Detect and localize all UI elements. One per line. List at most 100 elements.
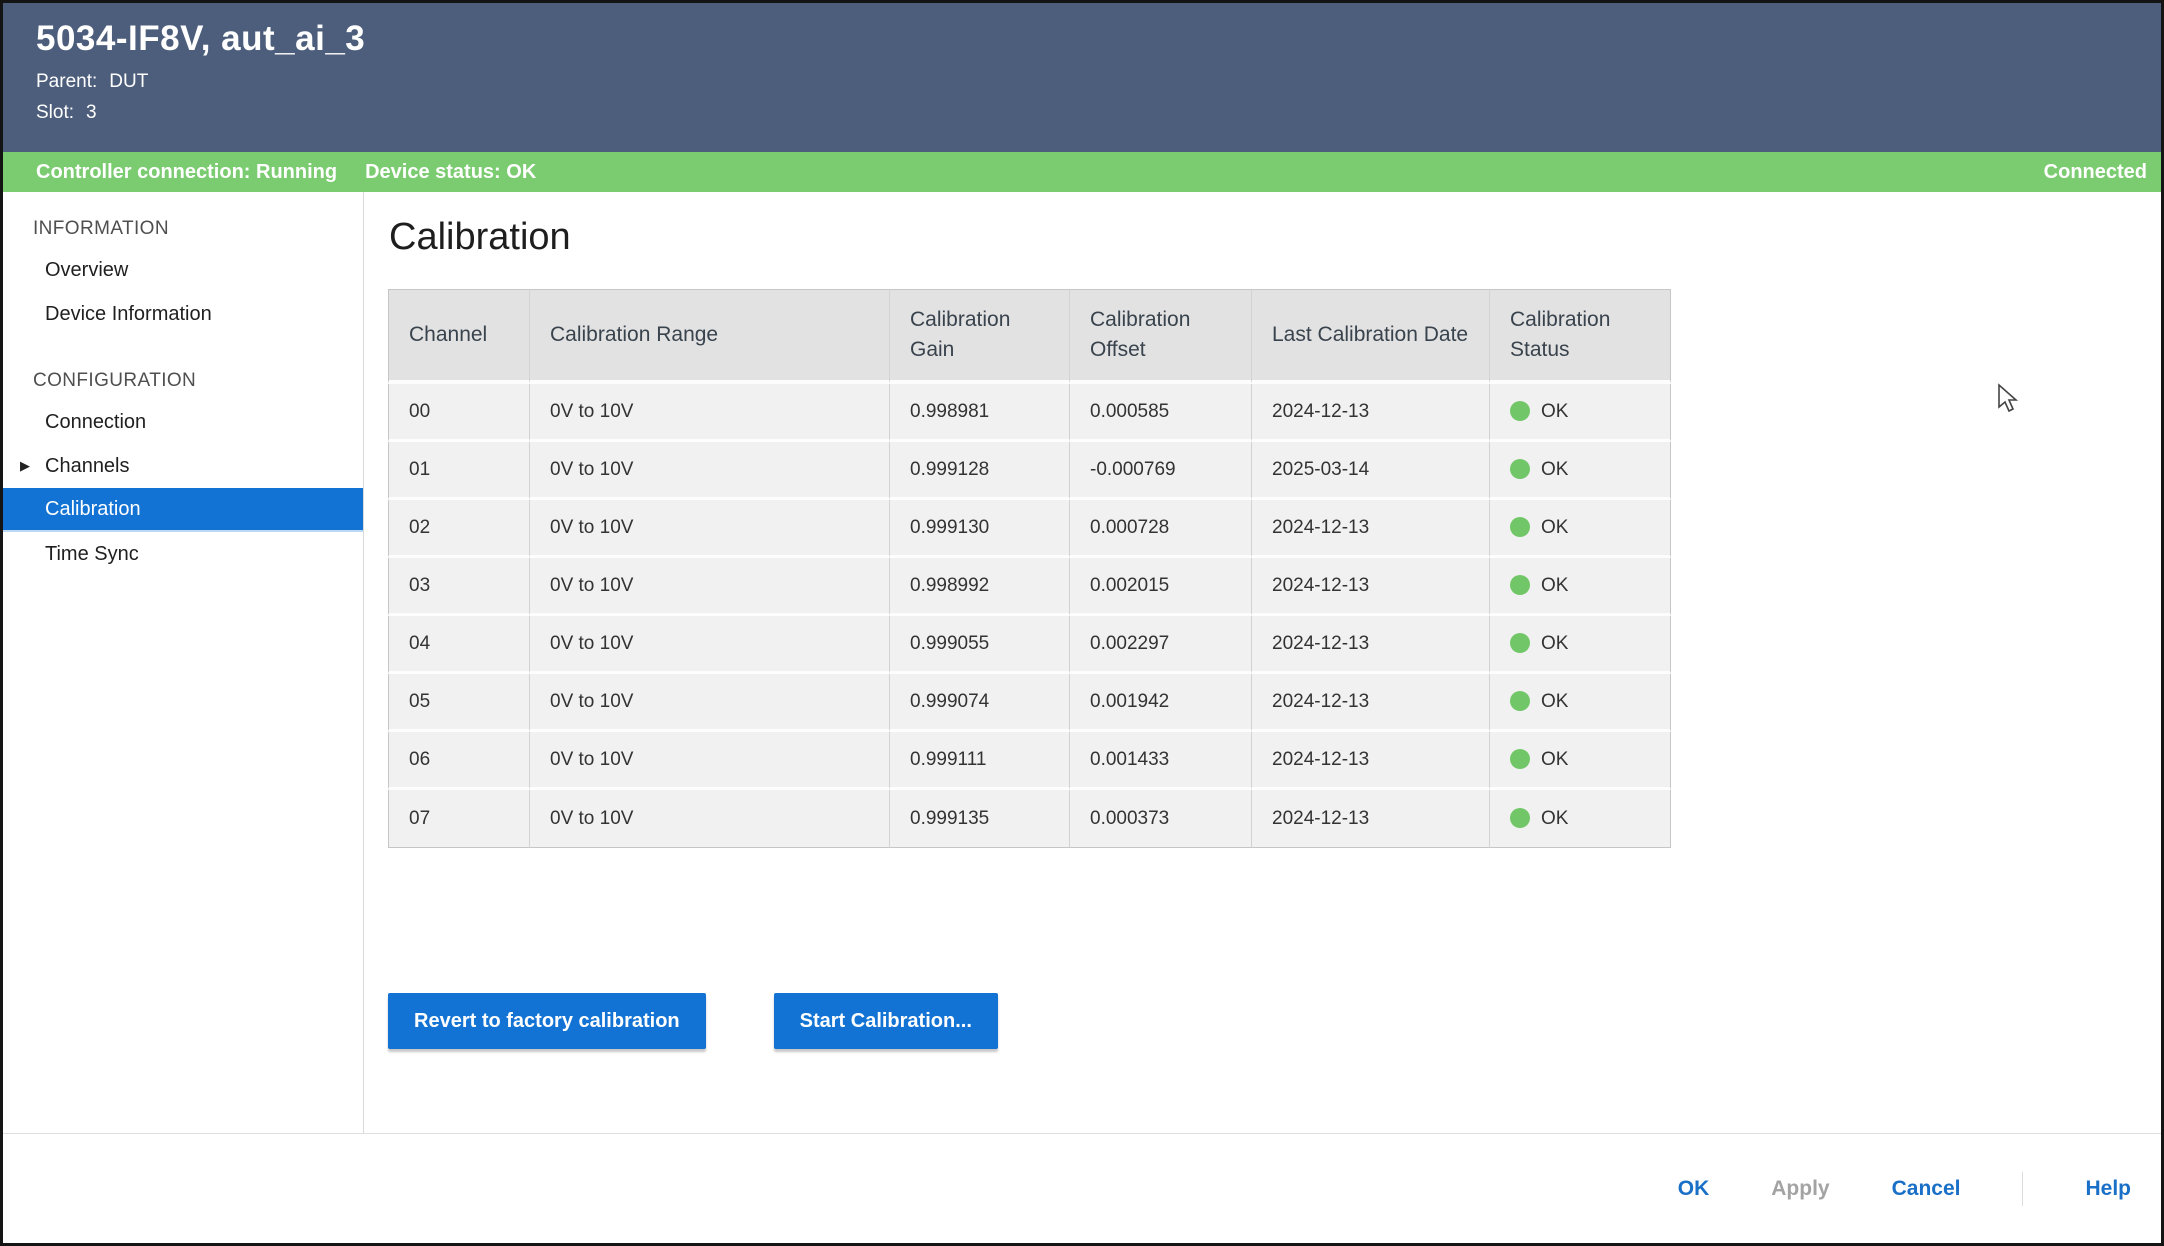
status-label: OK [1541, 401, 1568, 422]
cell-channel: 01 [388, 442, 530, 500]
slot-value: 3 [86, 102, 97, 123]
sidebar-item-label: Connection [45, 411, 146, 434]
col-header-gain: Calibration Gain [890, 289, 1070, 384]
status-label: OK [1541, 517, 1568, 538]
cell-status: OK [1490, 558, 1671, 616]
status-ok-icon [1510, 401, 1530, 421]
cell-offset: 0.001942 [1070, 674, 1252, 732]
sidebar-item-label: Channels [45, 455, 130, 478]
cell-date: 2024-12-13 [1252, 616, 1490, 674]
cell-channel: 07 [388, 790, 530, 848]
cell-gain: 0.999074 [890, 674, 1070, 732]
cell-date: 2024-12-13 [1252, 732, 1490, 790]
cell-gain: 0.999055 [890, 616, 1070, 674]
device-title: 5034-IF8V, aut_ai_3 [36, 19, 2161, 59]
sidebar-item-calibration[interactable]: Calibration [3, 488, 363, 532]
table-row: 07 0V to 10V 0.999135 0.000373 2024-12-1… [388, 790, 1671, 848]
sidebar-item-time-sync[interactable]: Time Sync [3, 532, 363, 576]
cell-range: 0V to 10V [530, 732, 890, 790]
cell-gain: 0.998992 [890, 558, 1070, 616]
cell-channel: 02 [388, 500, 530, 558]
cell-offset: -0.000769 [1070, 442, 1252, 500]
sidebar-item-label: Time Sync [45, 543, 139, 566]
cell-range: 0V to 10V [530, 616, 890, 674]
cell-range: 0V to 10V [530, 558, 890, 616]
cell-gain: 0.999111 [890, 732, 1070, 790]
cell-range: 0V to 10V [530, 442, 890, 500]
cell-range: 0V to 10V [530, 790, 890, 848]
table-row: 02 0V to 10V 0.999130 0.000728 2024-12-1… [388, 500, 1671, 558]
cell-range: 0V to 10V [530, 384, 890, 442]
device-status: Device status: OK [365, 161, 536, 184]
status-label: OK [1541, 575, 1568, 596]
titlebar: 5034-IF8V, aut_ai_3 Parent: DUT Slot: 3 [3, 3, 2161, 152]
help-button[interactable]: Help [2085, 1177, 2131, 1201]
cell-status: OK [1490, 500, 1671, 558]
apply-button[interactable]: Apply [1771, 1177, 1829, 1201]
sidebar-item-channels[interactable]: ▶ Channels [3, 444, 363, 488]
cell-range: 0V to 10V [530, 500, 890, 558]
cell-date: 2024-12-13 [1252, 384, 1490, 442]
sidebar-section-configuration: CONFIGURATION [3, 356, 363, 400]
revert-to-factory-calibration-button[interactable]: Revert to factory calibration [388, 993, 706, 1049]
cell-date: 2024-12-13 [1252, 500, 1490, 558]
status-ok-icon [1510, 459, 1530, 479]
device-config-window: 5034-IF8V, aut_ai_3 Parent: DUT Slot: 3 Co… [0, 0, 2164, 1246]
slot-label: Slot: [36, 102, 74, 123]
parent-row: Parent: DUT [36, 71, 2161, 93]
calibration-table: Channel Calibration Range Calibration Ga… [388, 289, 1671, 848]
footer-action-bar: OK Apply Cancel Help [3, 1133, 2161, 1243]
cell-status: OK [1490, 674, 1671, 732]
sidebar-section-information: INFORMATION [3, 204, 363, 248]
cell-status: OK [1490, 790, 1671, 848]
controller-connection-status: Controller connection: Running [36, 161, 337, 184]
cell-gain: 0.999135 [890, 790, 1070, 848]
status-ok-icon [1510, 749, 1530, 769]
slot-row: Slot: 3 [36, 102, 2161, 124]
cell-channel: 03 [388, 558, 530, 616]
cell-date: 2024-12-13 [1252, 674, 1490, 732]
col-header-offset: Calibration Offset [1070, 289, 1252, 384]
status-ok-icon [1510, 575, 1530, 595]
cell-offset: 0.002015 [1070, 558, 1252, 616]
cell-gain: 0.999128 [890, 442, 1070, 500]
col-header-status: Calibration Status [1490, 289, 1671, 384]
sidebar-item-connection[interactable]: Connection [3, 400, 363, 444]
status-label: OK [1541, 633, 1568, 654]
table-row: 01 0V to 10V 0.999128 -0.000769 2025-03-… [388, 442, 1671, 500]
cell-range: 0V to 10V [530, 674, 890, 732]
sidebar-item-label: Device Information [45, 303, 212, 326]
sidebar-item-overview[interactable]: Overview [3, 248, 363, 292]
page-title: Calibration [389, 216, 2161, 259]
cell-channel: 05 [388, 674, 530, 732]
status-label: OK [1541, 749, 1568, 770]
sidebar-item-device-information[interactable]: Device Information [3, 292, 363, 336]
status-label: OK [1541, 459, 1568, 480]
cell-date: 2024-12-13 [1252, 790, 1490, 848]
parent-label: Parent: [36, 71, 97, 92]
cancel-button[interactable]: Cancel [1892, 1177, 1961, 1201]
cell-offset: 0.000373 [1070, 790, 1252, 848]
status-ok-icon [1510, 633, 1530, 653]
cell-offset: 0.002297 [1070, 616, 1252, 674]
cell-gain: 0.998981 [890, 384, 1070, 442]
cell-offset: 0.001433 [1070, 732, 1252, 790]
start-calibration-button[interactable]: Start Calibration... [774, 993, 998, 1049]
cell-channel: 00 [388, 384, 530, 442]
parent-value: DUT [109, 71, 148, 92]
table-row: 05 0V to 10V 0.999074 0.001942 2024-12-1… [388, 674, 1671, 732]
table-header-row: Channel Calibration Range Calibration Ga… [388, 289, 1671, 384]
ok-button[interactable]: OK [1678, 1177, 1710, 1201]
col-header-channel: Channel [388, 289, 530, 384]
expand-arrow-icon[interactable]: ▶ [20, 458, 30, 474]
sidebar-nav: INFORMATION Overview Device Information … [3, 192, 364, 1133]
cell-status: OK [1490, 442, 1671, 500]
cell-status: OK [1490, 616, 1671, 674]
main-panel: Calibration Channel Calibration Range Ca… [364, 192, 2161, 1133]
cell-gain: 0.999130 [890, 500, 1070, 558]
table-row: 06 0V to 10V 0.999111 0.001433 2024-12-1… [388, 732, 1671, 790]
status-ok-icon [1510, 691, 1530, 711]
connected-badge: Connected [2044, 161, 2147, 184]
cell-offset: 0.000585 [1070, 384, 1252, 442]
cell-date: 2024-12-13 [1252, 558, 1490, 616]
